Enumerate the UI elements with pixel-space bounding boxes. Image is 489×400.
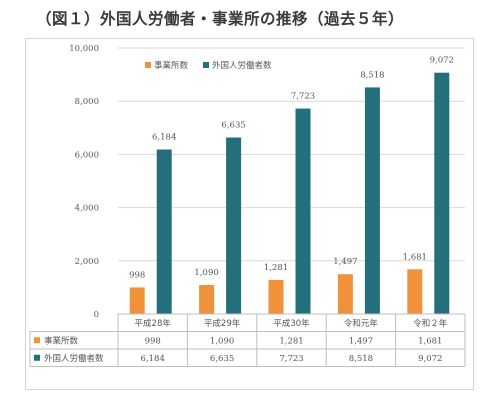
x-tick-label: 令和元年 bbox=[344, 318, 379, 329]
bar-foreign-workers bbox=[156, 149, 172, 314]
legend-swatch-foreign-workers bbox=[203, 62, 209, 68]
data-label: 6,184 bbox=[152, 133, 176, 143]
bar-establishments bbox=[199, 285, 215, 314]
data-label: 6,635 bbox=[221, 121, 245, 131]
data-label: 1,497 bbox=[333, 257, 357, 267]
legend-swatch-establishments bbox=[145, 62, 151, 68]
table-cell: 6,184 bbox=[141, 354, 165, 364]
data-label: 8,518 bbox=[360, 70, 384, 80]
bar-establishments bbox=[129, 287, 145, 314]
y-tick-label: 2,000 bbox=[75, 257, 99, 267]
x-tick-label: 平成29年 bbox=[204, 318, 241, 329]
table-cell: 1,681 bbox=[418, 336, 442, 346]
table-cell: 8,518 bbox=[349, 354, 373, 364]
table-cell: 998 bbox=[145, 336, 161, 346]
data-label: 998 bbox=[129, 270, 145, 280]
bar-establishments bbox=[337, 274, 353, 314]
data-label: 1,090 bbox=[194, 268, 218, 278]
x-tick-label: 平成30年 bbox=[273, 318, 310, 329]
table-cell: 1,090 bbox=[210, 336, 234, 346]
x-tick-label: 平成28年 bbox=[135, 318, 172, 329]
data-label: 7,723 bbox=[291, 92, 315, 102]
x-tick-label: 令和２年 bbox=[413, 318, 448, 329]
table-swatch-establishments bbox=[34, 337, 40, 344]
table-row-label-establishments: 事業所数 bbox=[44, 335, 79, 346]
table-cell: 7,723 bbox=[279, 354, 303, 364]
y-tick-label: 4,000 bbox=[75, 204, 99, 214]
bar-foreign-workers bbox=[434, 72, 450, 314]
y-tick-label: 0 bbox=[94, 310, 99, 320]
bar-foreign-workers bbox=[364, 87, 380, 314]
table-cell: 1,281 bbox=[279, 336, 303, 346]
data-label: 9,072 bbox=[430, 56, 454, 66]
chart-frame bbox=[25, 38, 474, 390]
table-row-label-foreign-workers: 外国人労働者数 bbox=[44, 353, 104, 364]
data-label: 1,281 bbox=[264, 263, 288, 273]
bar-establishments bbox=[268, 279, 284, 314]
legend-label-foreign-workers: 外国人労働者数 bbox=[212, 60, 272, 71]
bar-foreign-workers bbox=[226, 137, 242, 314]
bar-foreign-workers bbox=[295, 108, 311, 314]
table-cell: 9,072 bbox=[418, 354, 442, 364]
y-tick-label: 10,000 bbox=[69, 44, 99, 54]
data-label: 1,681 bbox=[403, 252, 427, 262]
table-swatch-foreign-workers bbox=[34, 354, 40, 361]
table-cell: 1,497 bbox=[349, 336, 373, 346]
y-tick-label: 6,000 bbox=[75, 150, 99, 160]
bar-establishments bbox=[407, 269, 423, 314]
table-cell: 6,635 bbox=[210, 354, 234, 364]
legend-label-establishments: 事業所数 bbox=[154, 60, 189, 71]
chart-title: （図１）外国人労働者・事業所の推移（過去５年） bbox=[36, 10, 405, 28]
y-tick-label: 8,000 bbox=[75, 97, 99, 107]
